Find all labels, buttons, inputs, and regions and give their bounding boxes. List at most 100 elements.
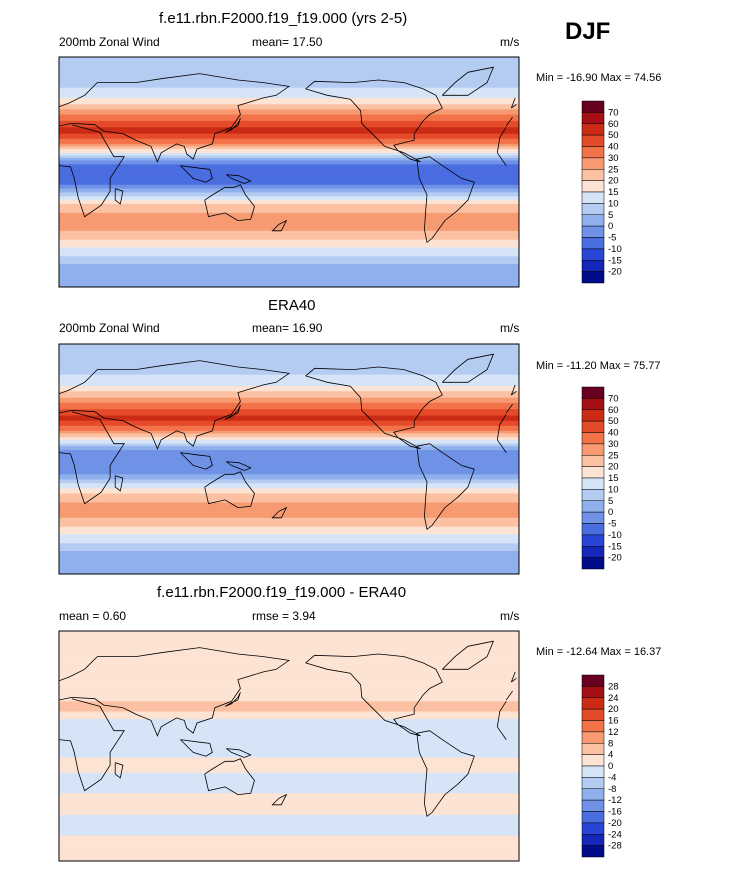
colorbar-tick-label: 20: [608, 176, 619, 187]
field-band: [59, 685, 519, 688]
field-band: [59, 248, 519, 251]
field-band: [59, 643, 519, 646]
field-band: [59, 109, 519, 112]
field-band: [59, 110, 519, 113]
field-band: [59, 283, 519, 286]
field-band: [59, 779, 519, 782]
colorbar-tick-label: 0: [608, 221, 613, 232]
field-band: [59, 264, 519, 266]
colorbar-swatch: [581, 523, 605, 536]
field-band: [59, 232, 519, 234]
field-band: [59, 378, 519, 381]
field-band: [59, 60, 519, 63]
field-band: [59, 809, 519, 812]
field-band: [59, 701, 519, 704]
field-band: [59, 559, 519, 562]
colorbar-swatch: [581, 674, 605, 687]
field-band: [59, 703, 519, 706]
field-band: [59, 771, 519, 774]
colorbar-tick-label: 15: [608, 473, 619, 484]
field-band: [59, 170, 519, 173]
field-band: [59, 639, 519, 642]
field-band: [59, 519, 519, 521]
field-band: [59, 758, 519, 761]
field-band: [59, 711, 519, 714]
field-band: [59, 804, 519, 807]
field-band: [59, 670, 519, 673]
field-band: [59, 200, 519, 202]
field-band: [59, 570, 519, 573]
field-band: [59, 255, 519, 257]
field-band: [59, 350, 519, 353]
field-band: [59, 244, 519, 247]
field-band: [59, 453, 519, 456]
field-band: [59, 377, 519, 380]
field-band: [59, 433, 519, 436]
field-band: [59, 789, 519, 792]
field-band: [59, 816, 519, 819]
field-band: [59, 367, 519, 369]
coastline: [59, 73, 513, 163]
season-label: DJF: [565, 18, 611, 45]
field-band: [59, 257, 519, 260]
colorbar-tick-label: 4: [608, 750, 613, 761]
field-band: [59, 507, 519, 510]
field-band: [59, 777, 519, 780]
field-band: [59, 260, 519, 263]
coastline: [224, 118, 241, 133]
field-band: [59, 174, 519, 177]
field-band: [59, 209, 519, 211]
field-band: [59, 843, 519, 845]
colorbar-swatch: [581, 777, 605, 789]
colorbar-tick-label: -10: [608, 530, 622, 541]
field-band: [59, 177, 519, 179]
field-band: [59, 754, 519, 757]
field-band: [59, 651, 519, 654]
field-band: [59, 443, 519, 446]
field-band: [59, 126, 519, 128]
colorbar-tick-label: 40: [608, 142, 619, 153]
colorbar-swatch: [581, 477, 605, 490]
field-band: [59, 128, 519, 131]
field-band: [59, 354, 519, 357]
field-band: [59, 276, 519, 279]
colorbar-tick-label: 25: [608, 164, 619, 175]
field-band: [59, 516, 519, 519]
field-band: [59, 173, 519, 176]
field-band: [59, 479, 519, 482]
field-band: [59, 253, 519, 256]
field-band: [59, 488, 519, 491]
field-band: [59, 215, 519, 218]
field-band: [59, 689, 519, 692]
field-band: [59, 572, 519, 574]
field-band: [59, 490, 519, 493]
field-band: [59, 774, 519, 776]
colorbar-swatch: [581, 720, 605, 733]
field-band: [59, 853, 519, 856]
field-band: [59, 444, 519, 447]
field-band: [59, 451, 519, 454]
field-band: [59, 786, 519, 789]
field-band: [59, 219, 519, 222]
map-frame: [58, 630, 520, 862]
field-band: [59, 74, 519, 77]
field-band: [59, 360, 519, 363]
field-band: [59, 484, 519, 487]
field-band: [59, 508, 519, 511]
field-band: [59, 427, 519, 429]
field-band: [59, 493, 519, 496]
colorbar-tick-label: 70: [608, 107, 619, 118]
field-band: [59, 407, 519, 410]
field-band: [59, 752, 519, 755]
field-band: [59, 165, 519, 168]
field-band: [59, 687, 519, 690]
field-band: [59, 230, 519, 233]
field-band: [59, 101, 519, 104]
field-band: [59, 284, 519, 287]
field-band: [59, 720, 519, 723]
coastline: [305, 79, 443, 163]
colorbar-swatch: [581, 180, 605, 193]
field-band: [59, 682, 519, 684]
coastline: [226, 461, 252, 471]
field-band: [59, 247, 519, 250]
